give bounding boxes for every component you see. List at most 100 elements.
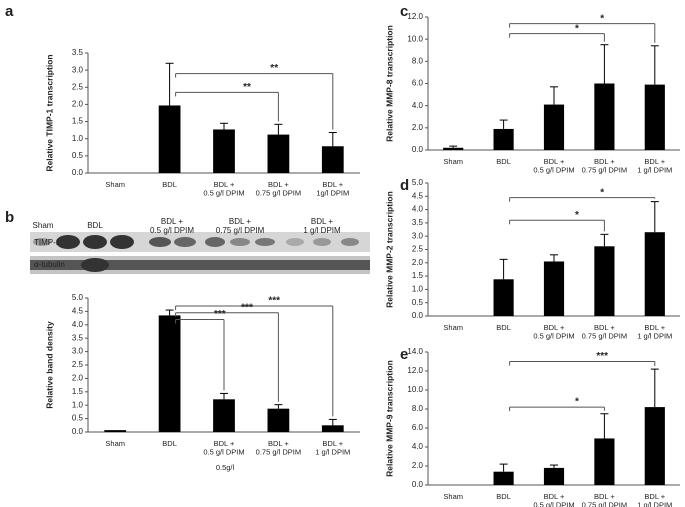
y-tick-label: 0.0 xyxy=(72,427,84,436)
x-tick-label: BDL +0.5 g/l DPIM xyxy=(533,157,574,175)
x-tick-label: Sham xyxy=(105,180,125,189)
blot-lane-label: BDL +0.75 g/l DPIM xyxy=(216,217,265,235)
y-tick-label: 3.5 xyxy=(72,333,84,342)
panel-letter: d xyxy=(400,177,409,194)
y-tick-label: 3.0 xyxy=(72,347,84,356)
y-tick-label: 14.0 xyxy=(407,347,423,356)
y-tick-label: 10.0 xyxy=(407,34,423,43)
y-tick-label: 4.5 xyxy=(412,191,424,200)
y-axis-label: Relative MMP-2 transcription xyxy=(384,191,394,308)
y-axis-label: Relative MMP-9 transcription xyxy=(384,360,394,477)
bar xyxy=(321,146,344,173)
y-tick-label: 0.0 xyxy=(412,311,424,320)
significance-label: ** xyxy=(270,63,278,74)
y-axis-label: Relative MMP-8 transcription xyxy=(384,25,394,142)
bar xyxy=(493,128,514,150)
x-tick-label: BDL +1g/l DPIM xyxy=(316,180,349,198)
x-tick-label: BDL +1 g/l DPIM xyxy=(637,323,672,341)
y-tick-label: 5.0 xyxy=(72,293,84,302)
panel-letter: e xyxy=(400,346,408,363)
x-tick-label: Sham xyxy=(105,439,125,448)
y-tick-label: 8.0 xyxy=(412,404,424,413)
significance-label: * xyxy=(575,210,579,221)
x-tick-label: Sham xyxy=(443,323,463,332)
x-tick-label: BDL +0.5 g/l DPIM xyxy=(203,439,244,457)
y-tick-label: 3.0 xyxy=(412,231,424,240)
bar xyxy=(644,407,665,485)
significance-label: *** xyxy=(596,351,608,362)
bar xyxy=(493,279,514,316)
bar xyxy=(267,134,290,173)
bands xyxy=(30,235,370,272)
y-tick-label: 8.0 xyxy=(412,56,424,65)
x-tick-label: BDL +1 g/l DPIM xyxy=(637,157,672,175)
x-tick-label: BDL +1 g/l DPIM xyxy=(637,492,672,507)
y-tick-label: 0.5 xyxy=(412,298,424,307)
y-tick-label: 2.5 xyxy=(72,82,84,91)
bar xyxy=(644,232,665,316)
significance-label: * xyxy=(575,397,579,408)
significance-label: ** xyxy=(243,82,251,93)
y-tick-label: 6.0 xyxy=(412,79,424,88)
x-tick-label: BDL +0.75 g/l DPIM xyxy=(256,180,301,198)
significance-label: *** xyxy=(268,296,280,307)
y-tick-label: 2.0 xyxy=(412,461,424,470)
blot-row-label: α-tubulin xyxy=(34,260,65,269)
y-tick-label: 12.0 xyxy=(407,12,423,21)
y-tick-label: 2.5 xyxy=(412,245,424,254)
bar xyxy=(594,83,615,150)
x-tick-label: BDL xyxy=(496,157,511,166)
x-tick-label: BDL +0.5 g/l DPIM xyxy=(203,180,244,198)
x-tick-label: BDL +0.75 g/l DPIM xyxy=(582,323,627,341)
bar xyxy=(443,147,464,150)
y-tick-label: 4.0 xyxy=(412,101,424,110)
bar xyxy=(594,246,615,316)
bar xyxy=(158,315,181,432)
bar xyxy=(158,105,181,173)
blot-lane-label: BDL +0.5 g/l DPIM xyxy=(150,217,194,235)
x-tick-label: BDL +0.5 g/l DPIM xyxy=(533,323,574,341)
y-tick-label: 0.0 xyxy=(412,480,424,489)
significance-label: * xyxy=(575,23,579,34)
y-tick-label: 6.0 xyxy=(412,423,424,432)
blot-lane-label: BDL xyxy=(87,221,103,230)
x-tick-label: BDL +1 g/l DPIM xyxy=(315,439,350,457)
panel-letter: a xyxy=(5,3,14,20)
y-tick-label: 3.5 xyxy=(72,48,84,57)
bar xyxy=(644,84,665,150)
x-tick-label: BDL +0.75 g/l DPIM xyxy=(582,157,627,175)
western-blot: Sham BDL BDL +0.5 g/l DPIM BDL +0.75 g/l… xyxy=(30,217,370,274)
y-tick-label: 4.0 xyxy=(412,442,424,451)
y-tick-label: 0.5 xyxy=(72,151,84,160)
panel-letter: c xyxy=(400,3,408,20)
y-tick-label: 2.0 xyxy=(412,123,424,132)
bar xyxy=(594,438,615,485)
y-tick-label: 4.5 xyxy=(72,307,84,316)
significance-label: *** xyxy=(241,302,253,313)
bar xyxy=(267,408,290,432)
blot-row-label: TIMP-1 xyxy=(34,238,61,247)
x-tick-label: BDL xyxy=(496,492,511,501)
x-tick-label: BDL xyxy=(162,439,177,448)
y-tick-label: 3.5 xyxy=(412,218,424,227)
y-tick-label: 1.0 xyxy=(72,134,84,143)
blot-lane-label: Sham xyxy=(33,221,54,230)
bar xyxy=(213,129,235,173)
y-tick-label: 0.0 xyxy=(412,145,424,154)
stray-label: 0.5g/l xyxy=(216,463,235,472)
bar xyxy=(213,399,235,432)
panel-letter: b xyxy=(5,209,14,226)
y-tick-label: 5.0 xyxy=(412,178,424,187)
significance-label: * xyxy=(600,13,604,24)
y-axis-label: Relative TIMP-1 transcription xyxy=(44,54,54,171)
significance-label: * xyxy=(600,187,604,198)
y-tick-label: 2.5 xyxy=(72,360,84,369)
x-tick-label: Sham xyxy=(443,157,463,166)
y-tick-label: 1.5 xyxy=(72,117,84,126)
blot-lane-label: BDL +1 g/l DPIM xyxy=(303,217,341,235)
x-tick-label: BDL +0.5 g/l DPIM xyxy=(533,492,574,507)
y-axis-label: Relative band density xyxy=(44,321,54,409)
y-tick-label: 2.0 xyxy=(72,374,84,383)
y-tick-label: 0.5 xyxy=(72,414,84,423)
y-tick-label: 4.0 xyxy=(412,205,424,214)
